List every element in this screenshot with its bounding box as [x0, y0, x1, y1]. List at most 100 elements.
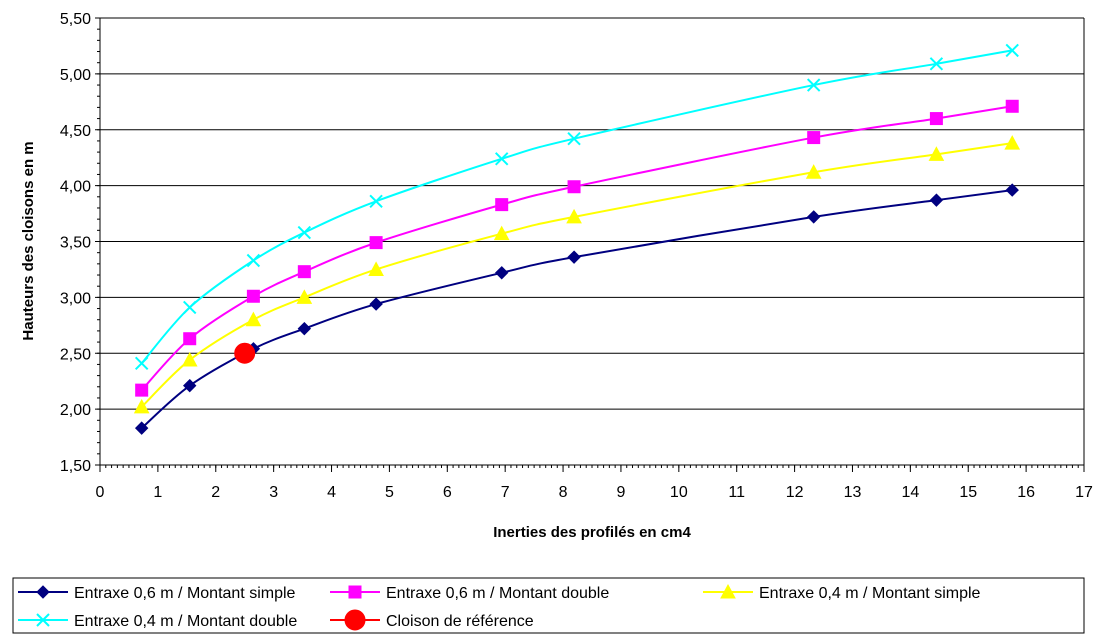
- x-tick-label: 12: [786, 484, 804, 501]
- data-point: [929, 112, 943, 126]
- x-tick-label: 0: [96, 484, 105, 501]
- legend-item: Entraxe 0,6 m / Montant simple: [18, 585, 296, 602]
- marker-stroke: [494, 152, 509, 166]
- data-point: [246, 289, 260, 303]
- x-tick-label: 11: [728, 484, 745, 501]
- data-point: [567, 131, 581, 146]
- data-point: [368, 261, 384, 276]
- x-tick-label: 16: [1017, 484, 1035, 501]
- legend-box: [12, 577, 1085, 634]
- series-1: [135, 99, 1019, 397]
- x-tick-label: 17: [1075, 484, 1093, 501]
- legend-label: Entraxe 0,4 m / Montant simple: [759, 585, 981, 602]
- x-axis-tick-labels: 0 1 2 3 4 5 6 7 8 9 10 11 12 13 14 15 16 17: [96, 484, 1093, 501]
- x-axis-title: Inerties des profilés en cm4: [493, 524, 691, 541]
- data-point: [134, 356, 149, 371]
- legend-marker: [348, 585, 362, 599]
- series-3: [134, 43, 1019, 371]
- data-point: [1005, 183, 1019, 197]
- data-point: [183, 332, 197, 346]
- y-axis-title: Hauteurs des cloisons en m: [20, 141, 37, 340]
- data-point: [929, 57, 944, 71]
- y-tick-label: 3,00: [60, 290, 91, 307]
- data-point: [1005, 43, 1019, 58]
- legend-marker: [720, 583, 736, 599]
- marker-stroke: [36, 613, 50, 627]
- data-point: [135, 383, 149, 397]
- x-tick-label: 14: [901, 484, 919, 501]
- y-tick-label: 4,50: [60, 123, 91, 140]
- y-tick-label: 5,50: [60, 11, 91, 28]
- x-tick-label: 5: [385, 484, 394, 501]
- data-point: [1004, 135, 1021, 150]
- data-point: [493, 225, 510, 241]
- marker-stroke: [246, 253, 261, 268]
- x-tick-label: 2: [211, 484, 220, 501]
- data-point: [494, 266, 509, 280]
- data-point: [566, 208, 582, 224]
- data-point: [181, 351, 198, 367]
- data-point: [369, 194, 383, 208]
- data-point: [297, 321, 312, 336]
- data-point: [805, 164, 822, 179]
- data-point: [297, 265, 311, 279]
- x-tick-label: 6: [443, 484, 452, 501]
- legend-label: Entraxe 0,4 m / Montant double: [74, 613, 297, 630]
- legend-marker: [344, 609, 366, 631]
- y-tick-label: 5,00: [60, 67, 91, 84]
- y-tick-label: 4,00: [60, 179, 91, 196]
- x-tick-label: 15: [959, 484, 977, 501]
- x-tick-label: 9: [616, 484, 625, 501]
- x-tick-label: 3: [269, 484, 278, 501]
- data-point: [929, 193, 944, 207]
- legend-item: Cloison de référence: [330, 609, 534, 631]
- marker-stroke: [567, 131, 581, 146]
- data-point: [183, 378, 197, 393]
- legend-item: Entraxe 0,6 m / Montant double: [330, 585, 609, 602]
- y-tick-label: 3,50: [60, 235, 91, 252]
- data-point: [297, 225, 312, 240]
- x-tick-label: 10: [670, 484, 688, 501]
- data-point: [246, 253, 261, 268]
- series-layer: [133, 43, 1021, 435]
- x-tick-label: 1: [153, 484, 162, 501]
- data-point: [245, 311, 262, 327]
- marker-stroke: [1005, 43, 1019, 58]
- data-point: [495, 198, 509, 212]
- series-2: [133, 135, 1021, 414]
- y-tick-label: 1,50: [60, 458, 91, 475]
- legend-label: Entraxe 0,6 m / Montant double: [386, 585, 609, 602]
- data-point: [1005, 99, 1019, 113]
- legend: Entraxe 0,6 m / Montant simple Entraxe 0,…: [12, 577, 1085, 634]
- marker-stroke: [369, 194, 383, 208]
- x-tick-label: 4: [327, 484, 336, 501]
- marker-stroke: [297, 225, 312, 240]
- legend-item: Entraxe 0,4 m / Montant simple: [703, 583, 981, 602]
- legend-items: Entraxe 0,6 m / Montant simple Entraxe 0,…: [18, 583, 981, 631]
- x-tick-label: 7: [501, 484, 510, 501]
- marker-stroke: [134, 356, 149, 371]
- legend-marker: [36, 613, 50, 627]
- x-tick-label: 13: [844, 484, 862, 501]
- marker-stroke: [806, 78, 821, 92]
- data-point: [296, 289, 313, 304]
- data-point: [494, 152, 509, 166]
- x-tick-label: 8: [559, 484, 568, 501]
- series-4: [234, 342, 256, 364]
- legend-label: Cloison de référence: [386, 613, 534, 630]
- data-point: [567, 250, 581, 264]
- data-point: [134, 421, 149, 435]
- data-point: [183, 300, 197, 315]
- legend-label: Entraxe 0,6 m / Montant simple: [74, 585, 296, 602]
- legend-marker: [36, 585, 50, 599]
- y-tick-label: 2,00: [60, 402, 91, 419]
- data-point: [234, 342, 256, 364]
- legend-item: Entraxe 0,4 m / Montant double: [18, 613, 297, 630]
- data-point: [806, 210, 821, 224]
- data-point: [806, 78, 821, 92]
- data-point: [133, 398, 150, 414]
- data-point: [807, 131, 821, 145]
- data-point: [369, 236, 383, 250]
- y-tick-label: 2,50: [60, 346, 91, 363]
